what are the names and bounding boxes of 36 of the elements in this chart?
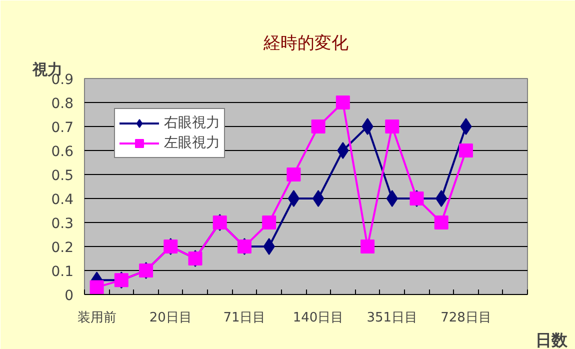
y-tick-label: 0.2 bbox=[51, 240, 74, 256]
y-tick-label: 0.3 bbox=[51, 216, 74, 232]
point bbox=[360, 240, 375, 254]
point bbox=[362, 118, 374, 135]
point bbox=[434, 216, 448, 230]
x-tick-label: 140日目 bbox=[292, 310, 344, 326]
x-axis-title: 日数 bbox=[536, 330, 568, 349]
legend-label: 右眼視力 bbox=[164, 114, 220, 132]
point bbox=[337, 142, 349, 159]
point bbox=[460, 118, 472, 135]
point bbox=[90, 280, 104, 294]
y-tick-label: 0 bbox=[64, 288, 74, 304]
y-tick-label: 0.4 bbox=[51, 192, 74, 208]
y-tick-label: 0.7 bbox=[51, 120, 74, 136]
y-tick-label: 0.8 bbox=[51, 96, 74, 112]
point bbox=[386, 190, 398, 207]
x-tick-label: 装用前 bbox=[77, 310, 116, 326]
x-tick-label: 20日目 bbox=[149, 310, 192, 326]
legend-label: 左眼視力 bbox=[164, 134, 220, 152]
y-tick-label: 0.5 bbox=[51, 168, 74, 184]
point bbox=[312, 190, 324, 207]
chart-title: 経時的変化 bbox=[262, 34, 348, 54]
point bbox=[288, 190, 300, 207]
point bbox=[458, 144, 473, 158]
point bbox=[262, 216, 276, 230]
point bbox=[385, 120, 400, 134]
point bbox=[336, 96, 350, 110]
point bbox=[263, 238, 275, 255]
point bbox=[286, 168, 301, 182]
x-tick-label: 728日目 bbox=[440, 310, 492, 326]
x-tick-label: 351日目 bbox=[366, 310, 418, 326]
point bbox=[436, 190, 448, 207]
y-tick-label: 0.6 bbox=[51, 144, 74, 160]
y-tick-label: 0.1 bbox=[51, 264, 74, 280]
point bbox=[311, 120, 326, 134]
x-tick-label: 71日目 bbox=[223, 310, 266, 326]
